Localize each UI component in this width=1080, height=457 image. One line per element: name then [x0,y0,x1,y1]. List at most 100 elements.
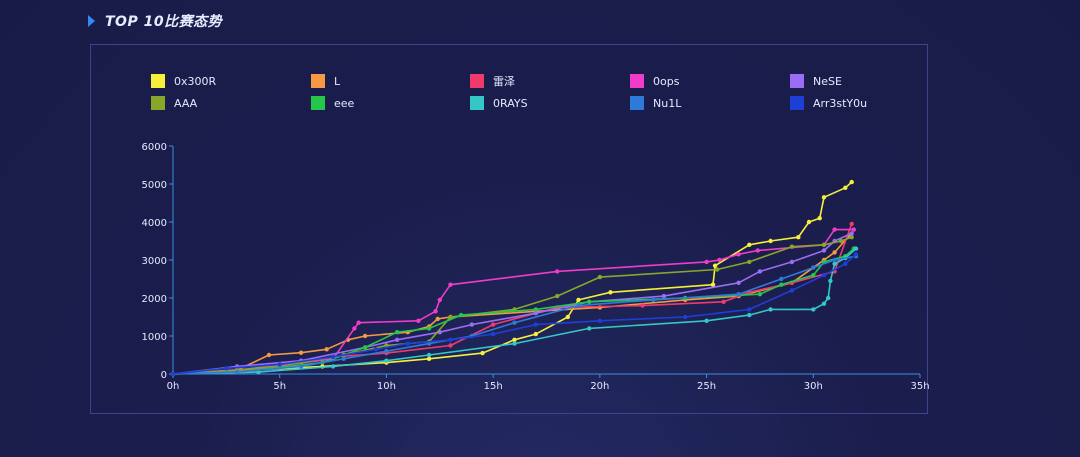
data-point[interactable] [298,350,304,355]
data-point[interactable] [747,259,752,265]
data-point[interactable] [826,295,831,301]
data-point[interactable] [768,307,773,312]
data-point[interactable] [832,257,837,263]
data-point[interactable] [817,216,822,221]
data-point[interactable] [789,244,795,249]
data-point[interactable] [849,235,854,240]
data-point[interactable] [779,282,784,287]
data-point[interactable] [640,303,645,308]
data-point[interactable] [832,261,837,266]
data-point[interactable] [789,288,795,293]
data-point[interactable] [533,331,538,337]
legend-item[interactable]: Nu1L [630,96,682,110]
data-point[interactable] [849,179,854,185]
data-point[interactable] [426,352,432,358]
data-point[interactable] [512,337,517,342]
data-point[interactable] [587,326,592,331]
data-point[interactable] [433,309,438,314]
data-point[interactable] [853,252,859,257]
data-point[interactable] [565,314,570,320]
data-point[interactable] [587,299,592,304]
data-point[interactable] [224,366,229,371]
data-point[interactable] [715,267,720,272]
data-point[interactable] [555,269,560,274]
data-point[interactable] [341,356,346,361]
data-point[interactable] [448,314,453,320]
data-point[interactable] [437,297,442,303]
data-point[interactable] [597,318,603,323]
data-point[interactable] [811,265,816,270]
data-point[interactable] [324,347,329,352]
data-point[interactable] [330,354,336,360]
data-point[interactable] [426,356,432,361]
data-point[interactable] [832,250,837,255]
data-point[interactable] [853,246,859,251]
data-point[interactable] [435,316,440,322]
data-point[interactable] [352,326,357,331]
data-point[interactable] [512,341,517,346]
data-point[interactable] [821,195,827,200]
data-point[interactable] [757,292,763,297]
data-point[interactable] [384,349,389,354]
data-point[interactable] [469,322,474,327]
data-point[interactable] [394,337,400,342]
data-point[interactable] [384,358,389,363]
data-point[interactable] [608,290,613,295]
data-point[interactable] [448,337,453,342]
data-point[interactable] [736,280,741,285]
data-point[interactable] [458,312,464,318]
data-point[interactable] [170,371,176,377]
data-point[interactable] [298,364,304,369]
data-point[interactable] [362,345,368,350]
data-point[interactable] [704,259,709,265]
legend-item[interactable]: 0ops [630,74,680,88]
legend-item[interactable]: 0RAYS [470,96,528,110]
data-point[interactable] [394,330,400,335]
data-point[interactable] [448,343,453,348]
data-point[interactable] [710,282,716,287]
legend-item[interactable]: AAA [151,96,198,110]
data-point[interactable] [843,185,848,190]
data-point[interactable] [651,297,656,303]
data-point[interactable] [806,219,812,225]
data-point[interactable] [768,238,773,244]
data-point[interactable] [576,297,581,303]
data-point[interactable] [843,261,848,266]
legend-item[interactable]: L [311,74,341,88]
legend-item[interactable]: Arr3stY0u [790,96,867,110]
data-point[interactable] [405,341,410,346]
data-point[interactable] [838,238,844,244]
data-point[interactable] [736,252,741,257]
data-point[interactable] [796,235,801,240]
data-point[interactable] [717,257,722,263]
data-point[interactable] [821,273,827,278]
data-point[interactable] [821,301,827,306]
data-point[interactable] [576,303,581,308]
data-point[interactable] [533,311,538,316]
data-point[interactable] [448,282,453,287]
data-point[interactable] [490,331,496,337]
data-point[interactable] [266,352,272,358]
data-point[interactable] [779,276,784,282]
legend-item[interactable]: 0x300R [151,74,217,88]
data-point[interactable] [736,292,741,297]
data-point[interactable] [811,273,816,278]
data-point[interactable] [712,263,718,268]
data-point[interactable] [426,326,432,331]
data-point[interactable] [277,362,282,367]
data-point[interactable] [849,231,854,236]
data-point[interactable] [555,293,560,299]
data-point[interactable] [533,307,538,312]
legend-item[interactable]: NeSE [790,74,842,88]
data-point[interactable] [832,227,837,232]
legend-item[interactable]: eee [311,96,355,110]
data-point[interactable] [849,221,854,227]
data-point[interactable] [490,322,496,327]
data-point[interactable] [362,333,368,339]
data-point[interactable] [661,293,667,299]
data-point[interactable] [533,322,538,327]
data-point[interactable] [597,274,603,280]
data-point[interactable] [828,278,833,284]
data-point[interactable] [512,320,517,325]
data-point[interactable] [356,320,361,325]
